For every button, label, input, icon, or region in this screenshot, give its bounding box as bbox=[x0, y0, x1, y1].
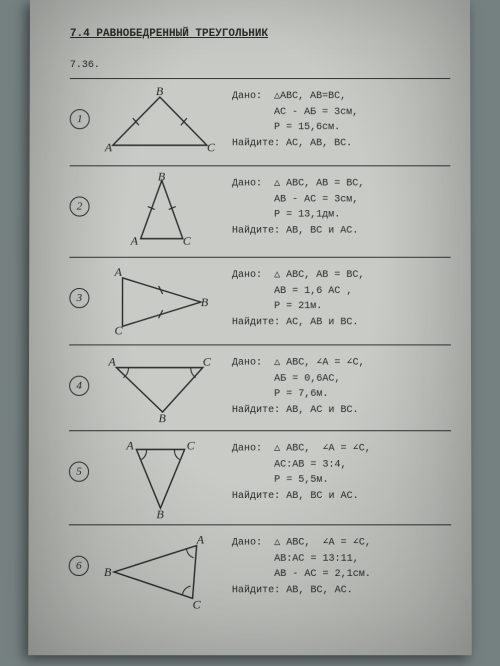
figure-cell: А В С bbox=[100, 85, 220, 159]
text-line: Дано: △АВС, АВ=ВС, bbox=[232, 89, 450, 105]
text-line: Р = 15,6см. bbox=[232, 120, 450, 136]
problem-text: Дано: △ АВС, АВ = ВС, АВ = 1,6 АС , Р = … bbox=[220, 264, 451, 330]
svg-text:В: В bbox=[104, 565, 112, 579]
text-line: Найдите: АВ, ВС и АС. bbox=[232, 488, 451, 504]
text-line: Дано: △ АВС, АВ = ВС, bbox=[232, 268, 451, 284]
problem-number: 2 bbox=[70, 196, 90, 216]
worksheet-page: 7.4 РАВНОБЕДРЕННЫЙ ТРЕУГОЛЬНИК 7.36. 1 А… bbox=[28, 0, 472, 655]
triangle-figure: В А С bbox=[100, 531, 219, 608]
problem-number-cell: 4 bbox=[69, 351, 99, 395]
text-line: Р = 7,6м. bbox=[232, 387, 451, 403]
text-line: Найдите: АВ, ВС, АС. bbox=[232, 583, 452, 599]
svg-text:В: В bbox=[201, 295, 209, 309]
svg-text:А: А bbox=[125, 438, 134, 452]
figure-cell: В А С bbox=[99, 531, 220, 608]
text-line: Р = 21м. bbox=[232, 299, 451, 315]
text-line: Дано: △ АВС, ∠А = ∠С, bbox=[232, 535, 451, 551]
triangle-figure: А В С bbox=[101, 85, 219, 159]
triangle-figure: А С В bbox=[100, 264, 219, 339]
problem-number: 4 bbox=[69, 376, 89, 396]
triangle-figure: А С В bbox=[100, 351, 219, 424]
text-line: Р = 13,1дм. bbox=[232, 208, 451, 224]
problem-row: 4 А С В Дано: △ АВС, ∠А = ∠С, АБ = 0,6АС… bbox=[69, 345, 451, 431]
svg-text:А: А bbox=[114, 265, 123, 279]
problem-number-cell: 5 bbox=[69, 437, 99, 481]
text-line: АВ - АС = 3см, bbox=[232, 192, 451, 208]
triangle-figure: А В С bbox=[101, 172, 219, 250]
text-line: Найдите: АС, АВ, ВС. bbox=[232, 136, 450, 152]
svg-text:С: С bbox=[187, 438, 196, 452]
problem-row: 6 В А С Дано: △ АВС, ∠А = ∠С, АВ:АС = 13… bbox=[69, 525, 452, 614]
figure-cell: А С В bbox=[99, 437, 220, 518]
problems-table: 1 А В С Дано: △АВС, АВ=ВС, АС - АБ = 3см… bbox=[69, 78, 452, 615]
problem-row: 2 А В С Дано: △ АВС, АВ = ВС, АВ - АС = … bbox=[69, 166, 450, 257]
svg-text:В: В bbox=[156, 85, 164, 98]
text-line: Дано: △ АВС, ∠А = ∠С, bbox=[232, 356, 451, 372]
problem-text: Дано: △ АВС, ∠А = ∠С, АБ = 0,6АС, Р = 7,… bbox=[220, 351, 451, 418]
figure-cell: А С В bbox=[99, 264, 220, 339]
triangle-figure: А С В bbox=[100, 437, 219, 518]
svg-text:А: А bbox=[130, 234, 139, 248]
chapter-header: 7.4 РАВНОБЕДРЕННЫЙ ТРЕУГОЛЬНИК bbox=[70, 28, 268, 40]
svg-text:С: С bbox=[114, 323, 123, 337]
problem-text: Дано: △ АВС, ∠А = ∠С, АС:АВ = 3:4, Р = 5… bbox=[220, 437, 451, 504]
text-line: АВ:АС = 13:11, bbox=[232, 551, 452, 567]
text-line: Найдите: АВ, ВС и АС. bbox=[232, 223, 451, 239]
text-line: Дано: △ АВС, ∠А = ∠С, bbox=[232, 441, 451, 457]
problem-text: Дано: △АВС, АВ=ВС, АС - АБ = 3см, Р = 15… bbox=[220, 85, 450, 151]
text-line: АС - АБ = 3см, bbox=[232, 105, 450, 121]
svg-text:А: А bbox=[196, 532, 205, 546]
svg-text:С: С bbox=[203, 355, 212, 369]
problem-number-cell: 1 bbox=[70, 85, 100, 129]
text-line: Р = 5,5м. bbox=[232, 473, 451, 489]
problem-number-cell: 2 bbox=[70, 172, 100, 216]
svg-text:В: В bbox=[156, 507, 164, 518]
problem-row: 1 А В С Дано: △АВС, АВ=ВС, АС - АБ = 3см… bbox=[70, 78, 451, 166]
svg-text:В: В bbox=[158, 172, 166, 183]
text-line: АВ = 1,6 АС , bbox=[232, 283, 451, 299]
problem-number-cell: 3 bbox=[69, 264, 99, 308]
problem-text: Дано: △ АВС, АВ = ВС, АВ - АС = 3см, Р =… bbox=[220, 172, 451, 238]
problem-number: 6 bbox=[69, 556, 89, 576]
figure-cell: А С В bbox=[99, 351, 220, 424]
problem-number: 1 bbox=[70, 109, 90, 129]
text-line: Найдите: АС, АВ и ВС. bbox=[232, 315, 451, 331]
figure-cell: А В С bbox=[100, 172, 220, 250]
svg-text:С: С bbox=[193, 597, 202, 608]
text-line: Дано: △ АВС, АВ = ВС, bbox=[232, 176, 451, 192]
chapter-title: 7.4 РАВНОБЕДРЕННЫЙ ТРЕУГОЛЬНИК bbox=[70, 28, 268, 40]
svg-text:С: С bbox=[183, 234, 192, 248]
svg-text:А: А bbox=[104, 140, 113, 154]
problem-row: 5 А С В Дано: △ АВС, ∠А = ∠С, АС:АВ = 3:… bbox=[69, 431, 451, 525]
problem-set-number: 7.36. bbox=[70, 60, 100, 71]
text-line: АВ - АС = 2,1см. bbox=[232, 567, 452, 583]
problem-number: 3 bbox=[69, 288, 89, 308]
problem-row: 3 А С В Дано: △ АВС, АВ = ВС, АВ = 1,6 А… bbox=[69, 258, 451, 346]
problem-number-cell: 6 bbox=[69, 531, 99, 576]
text-line: Найдите: АВ, АС и ВС. bbox=[232, 402, 451, 418]
text-line: АС:АВ = 3:4, bbox=[232, 457, 451, 473]
svg-text:А: А bbox=[107, 355, 116, 369]
svg-text:В: В bbox=[159, 411, 167, 424]
problem-text: Дано: △ АВС, ∠А = ∠С, АВ:АС = 13:11, АВ … bbox=[220, 531, 452, 598]
problem-number: 5 bbox=[69, 462, 89, 482]
svg-text:С: С bbox=[207, 140, 216, 154]
text-line: АБ = 0,6АС, bbox=[232, 371, 451, 387]
